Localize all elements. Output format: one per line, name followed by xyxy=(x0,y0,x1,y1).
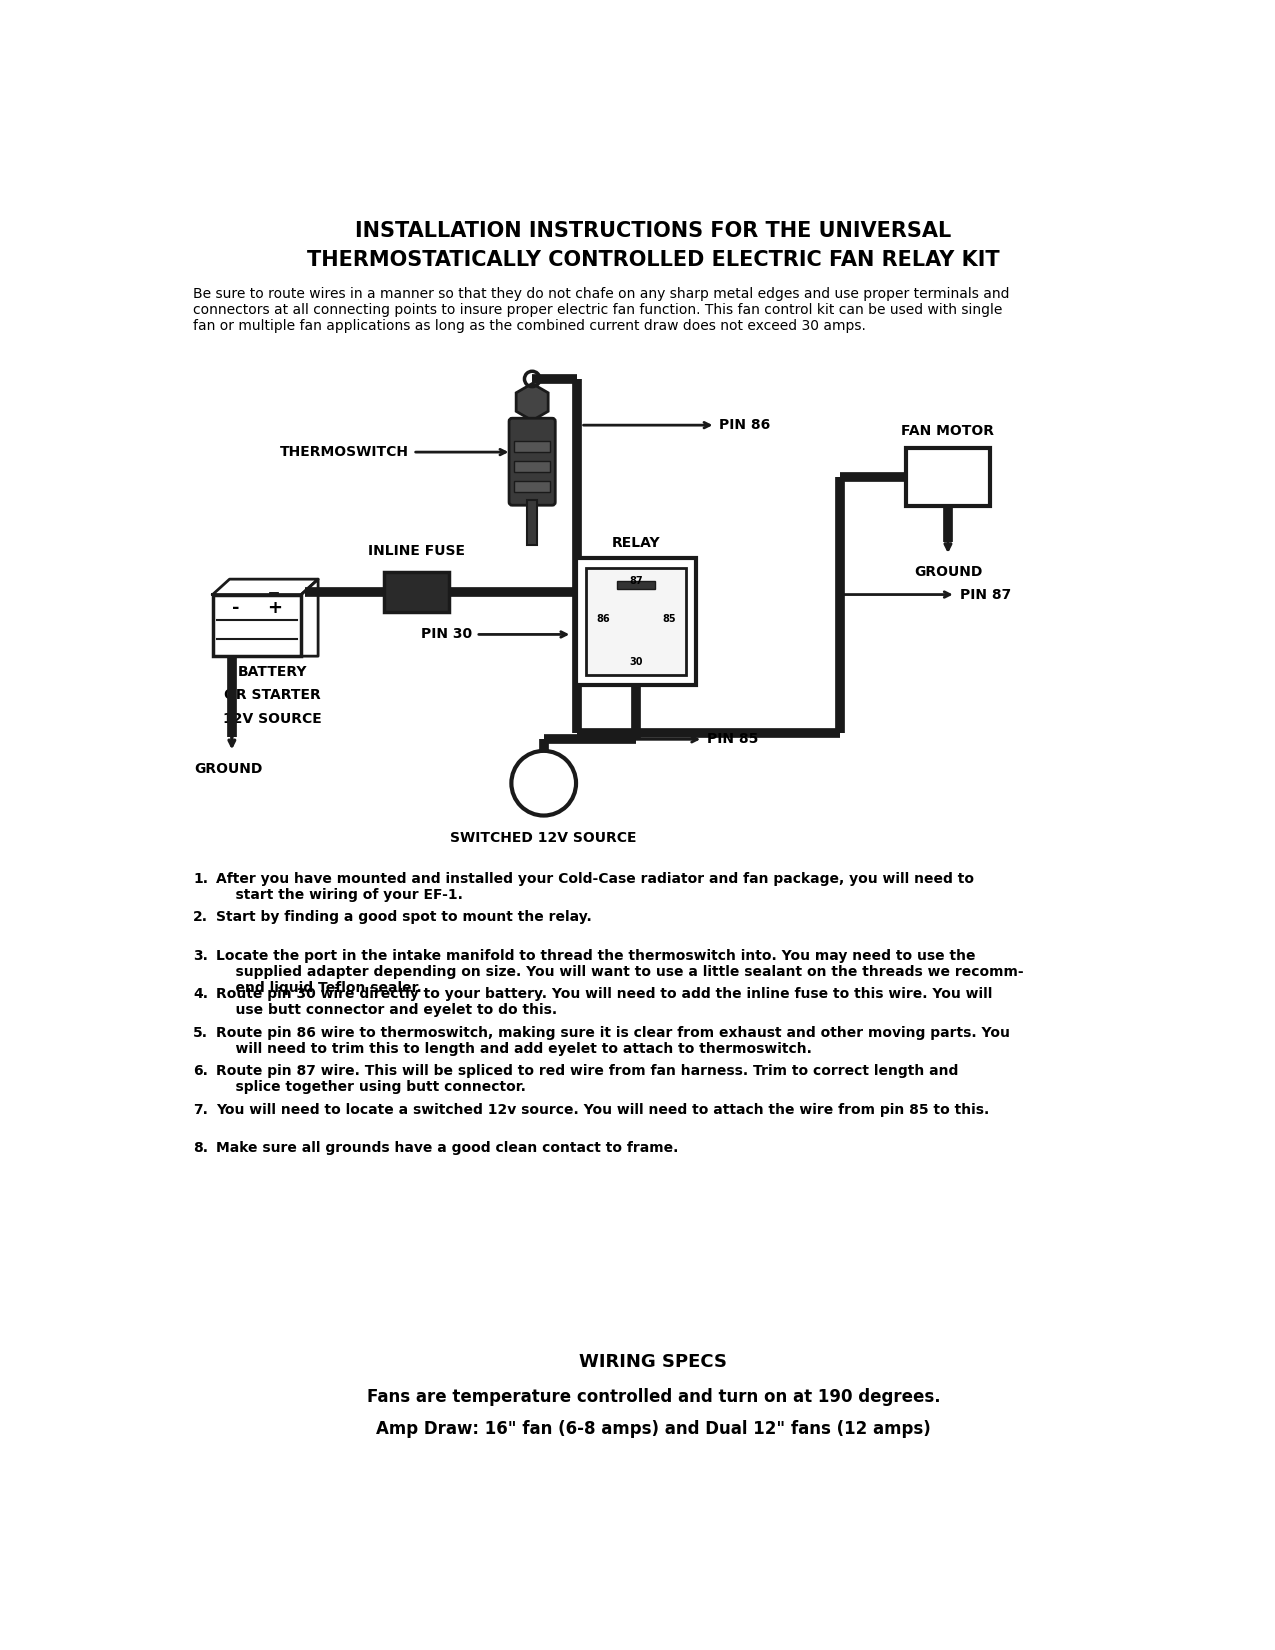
Text: 7.: 7. xyxy=(194,1102,208,1117)
Bar xyxy=(527,500,537,544)
Bar xyxy=(514,441,550,452)
Text: Make sure all grounds have a good clean contact to frame.: Make sure all grounds have a good clean … xyxy=(217,1142,678,1155)
Text: +: + xyxy=(266,599,282,617)
Text: INLINE FUSE: INLINE FUSE xyxy=(368,544,465,558)
Text: 2.: 2. xyxy=(194,911,208,924)
Bar xyxy=(576,558,696,685)
Text: 30: 30 xyxy=(630,657,643,667)
Bar xyxy=(586,568,686,675)
Text: GROUND: GROUND xyxy=(194,762,263,776)
Text: 12V SOURCE: 12V SOURCE xyxy=(223,711,323,726)
FancyBboxPatch shape xyxy=(509,417,556,505)
Text: Route pin 86 wire to thermoswitch, making sure it is clear from exhaust and othe: Route pin 86 wire to thermoswitch, makin… xyxy=(217,1026,1010,1056)
Text: PIN 87: PIN 87 xyxy=(960,587,1011,602)
Text: Route pin 87 wire. This will be spliced to red wire from fan harness. Trim to co: Route pin 87 wire. This will be spliced … xyxy=(217,1064,959,1094)
Text: -: - xyxy=(232,599,240,617)
Text: PIN 30: PIN 30 xyxy=(421,627,472,642)
Text: 3.: 3. xyxy=(194,949,208,962)
Text: Route pin 30 wire directly to your battery. You will need to add the inline fuse: Route pin 30 wire directly to your batte… xyxy=(217,987,993,1018)
Text: SWITCHED 12V SOURCE: SWITCHED 12V SOURCE xyxy=(450,832,638,845)
Bar xyxy=(617,581,655,589)
Text: 4.: 4. xyxy=(194,987,208,1002)
Text: Start by finding a good spot to mount the relay.: Start by finding a good spot to mount th… xyxy=(217,911,592,924)
Bar xyxy=(905,449,991,507)
Text: FAN MOTOR: FAN MOTOR xyxy=(901,424,994,439)
Text: 85: 85 xyxy=(663,614,676,624)
Text: THERMOSTATICALLY CONTROLLED ELECTRIC FAN RELAY KIT: THERMOSTATICALLY CONTROLLED ELECTRIC FAN… xyxy=(307,251,1000,271)
Text: 1.: 1. xyxy=(194,871,208,886)
Text: 87: 87 xyxy=(630,576,643,586)
Text: Amp Draw: 16" fan (6-8 amps) and Dual 12" fans (12 amps): Amp Draw: 16" fan (6-8 amps) and Dual 12… xyxy=(376,1421,931,1439)
Text: THERMOSWITCH: THERMOSWITCH xyxy=(280,446,409,459)
Text: RELAY: RELAY xyxy=(612,536,660,549)
Text: OR STARTER: OR STARTER xyxy=(224,688,321,703)
Text: After you have mounted and installed your Cold-Case radiator and fan package, yo: After you have mounted and installed you… xyxy=(217,871,974,903)
Bar xyxy=(213,594,301,657)
Bar xyxy=(514,462,550,472)
Text: 6.: 6. xyxy=(194,1064,208,1077)
Text: GROUND: GROUND xyxy=(914,566,982,579)
Text: You will need to locate a switched 12v source. You will need to attach the wire : You will need to locate a switched 12v s… xyxy=(217,1102,989,1117)
Text: Locate the port in the intake manifold to thread the thermoswitch into. You may : Locate the port in the intake manifold t… xyxy=(217,949,1024,995)
Text: PIN 86: PIN 86 xyxy=(719,417,770,432)
Text: Be sure to route wires in a manner so that they do not chafe on any sharp metal : Be sure to route wires in a manner so th… xyxy=(194,287,1010,333)
Text: 86: 86 xyxy=(597,614,609,624)
Text: INSTALLATION INSTRUCTIONS FOR THE UNIVERSAL: INSTALLATION INSTRUCTIONS FOR THE UNIVER… xyxy=(356,221,951,241)
Bar xyxy=(384,573,449,612)
Text: PIN 85: PIN 85 xyxy=(706,733,759,746)
Text: BATTERY: BATTERY xyxy=(238,665,307,680)
Text: 5.: 5. xyxy=(194,1026,208,1040)
Text: Fans are temperature controlled and turn on at 190 degrees.: Fans are temperature controlled and turn… xyxy=(367,1388,940,1406)
Bar xyxy=(514,482,550,492)
Text: 8.: 8. xyxy=(194,1142,208,1155)
Text: WIRING SPECS: WIRING SPECS xyxy=(579,1353,728,1371)
